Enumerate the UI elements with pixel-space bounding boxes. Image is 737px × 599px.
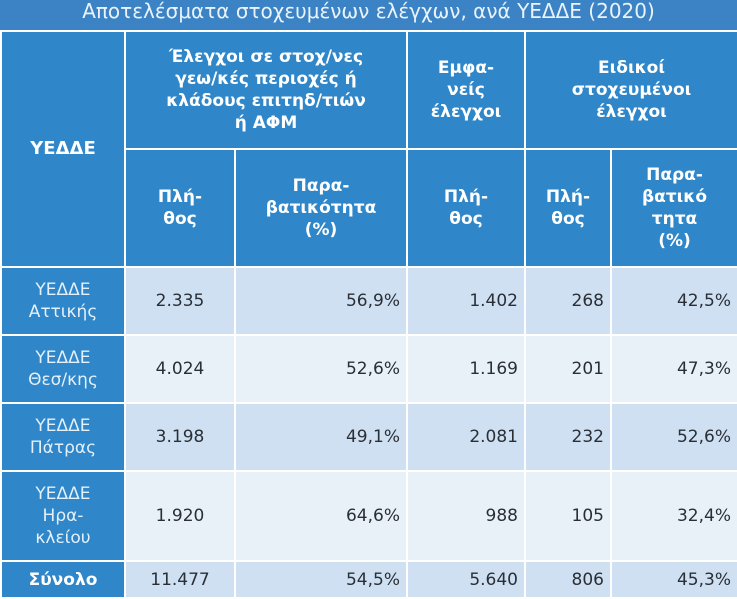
text-line: Πάτρας [29,438,97,458]
text-line: ή ΑΦΜ [234,113,298,133]
g1-count-total: 11.477 [124,560,236,599]
text-line: στοχευμένοι [571,80,692,100]
g2-count-cell: 2.081 [406,402,526,472]
text-line: Εμφα- [437,58,495,78]
table-row: ΥΕΔΔΕ Πάτρας 3.198 49,1% 2.081 232 52,6% [0,402,737,472]
text-line: Θεσ/κης [28,370,98,390]
text-line: κλείου [35,528,91,548]
text-line: έλεγχοι [430,102,502,122]
text-line: Έλεγχοι σε στοχ/νες [168,47,364,67]
g1-count-cell: 1.920 [124,470,236,562]
g1-count-cell: 2.335 [124,266,236,336]
text-line: τητα [651,209,698,229]
g3-rate-cell: 47,3% [610,334,737,404]
g3-rate-total: 45,3% [610,560,737,599]
g3-rate-cell: 42,5% [610,266,737,336]
row-label: ΥΕΔΔΕ Θεσ/κης [0,334,126,404]
header-region: ΥΕΔΔΕ [0,30,126,268]
text-line: νείς [447,80,485,100]
total-label: Σύνολο [0,560,126,599]
table-row: ΥΕΔΔΕ Θεσ/κης 4.024 52,6% 1.169 201 47,3% [0,334,737,404]
text-line: θος [449,209,483,229]
g3-rate-cell: 52,6% [610,402,737,472]
g1-rate-cell: 49,1% [234,402,408,472]
g3-count-cell: 268 [524,266,612,336]
g3-count-cell: 232 [524,402,612,472]
g1-count-cell: 3.198 [124,402,236,472]
header-targeted-checks: Έλεγχοι σε στοχ/νες γεω/κές περιοχές ή κλά… [124,30,408,150]
g3-count-cell: 201 [524,334,612,404]
text-line: Παρα- [646,165,703,185]
text-line: ΥΕΔΔΕ [35,348,91,368]
text-line: Αττικής [28,302,98,322]
text-line: ΥΕΔΔΕ [35,484,91,504]
g1-count-cell: 4.024 [124,334,236,404]
text-line: Πλή- [545,187,591,207]
row-label: ΥΕΔΔΕ Αττικής [0,266,126,336]
g2-count-total: 5.640 [406,560,526,599]
results-table: ΥΕΔΔΕ Έλεγχοι σε στοχ/νες γεω/κές περιοχέ… [0,30,737,599]
text-line: (%) [304,220,338,240]
text-line: θος [163,209,197,229]
text-line: Παρα- [292,176,350,196]
header-g2-count: Πλή-θος [406,148,526,268]
text-line: Πλή- [157,187,203,207]
g1-rate-cell: 52,6% [234,334,408,404]
header-g1-rate: Παρα-βατικότητα (%) [234,148,408,268]
table-title: Αποτελέσματα στοχευμένων ελέγχων, ανά ΥΕ… [0,0,737,30]
header-g1-count: Πλή-θος [124,148,236,268]
table-row: ΥΕΔΔΕ Ηρα-κλείου 1.920 64,6% 988 105 32,4… [0,470,737,562]
text-line: κλάδους επιτηδ/τιών [166,91,366,111]
text-line: Ηρα- [42,506,84,526]
text-line: βατικότητα [265,198,377,218]
text-line: Πλή- [443,187,489,207]
text-line: γεω/κές περιοχές ή [175,69,357,89]
text-line: έλεγχοι [596,102,667,122]
text-line: ΥΕΔΔΕ [35,416,91,436]
g1-rate-total: 54,5% [234,560,408,599]
g2-count-cell: 1.169 [406,334,526,404]
g1-rate-cell: 56,9% [234,266,408,336]
text-line: ΥΕΔΔΕ [35,280,91,300]
g2-count-cell: 1.402 [406,266,526,336]
text-line: βατικό [641,187,708,207]
header-special-checks: Ειδικοί στοχευμένοι έλεγχοι [524,30,737,150]
table-row: ΥΕΔΔΕ Αττικής 2.335 56,9% 1.402 268 42,5% [0,266,737,336]
text-line: Ειδικοί [598,58,665,78]
header-g3-rate: Παρα-βατικό τητα (%) [610,148,737,268]
row-label: ΥΕΔΔΕ Πάτρας [0,402,126,472]
g3-count-cell: 105 [524,470,612,562]
g3-rate-cell: 32,4% [610,470,737,562]
g3-count-total: 806 [524,560,612,599]
row-label: ΥΕΔΔΕ Ηρα-κλείου [0,470,126,562]
header-g3-count: Πλή-θος [524,148,612,268]
g2-count-cell: 988 [406,470,526,562]
total-row: Σύνολο 11.477 54,5% 5.640 806 45,3% [0,560,737,599]
text-line: θος [551,209,585,229]
header-visible-checks: Εμφα-νείς έλεγχοι [406,30,526,150]
g1-rate-cell: 64,6% [234,470,408,562]
text-line: (%) [658,231,691,251]
